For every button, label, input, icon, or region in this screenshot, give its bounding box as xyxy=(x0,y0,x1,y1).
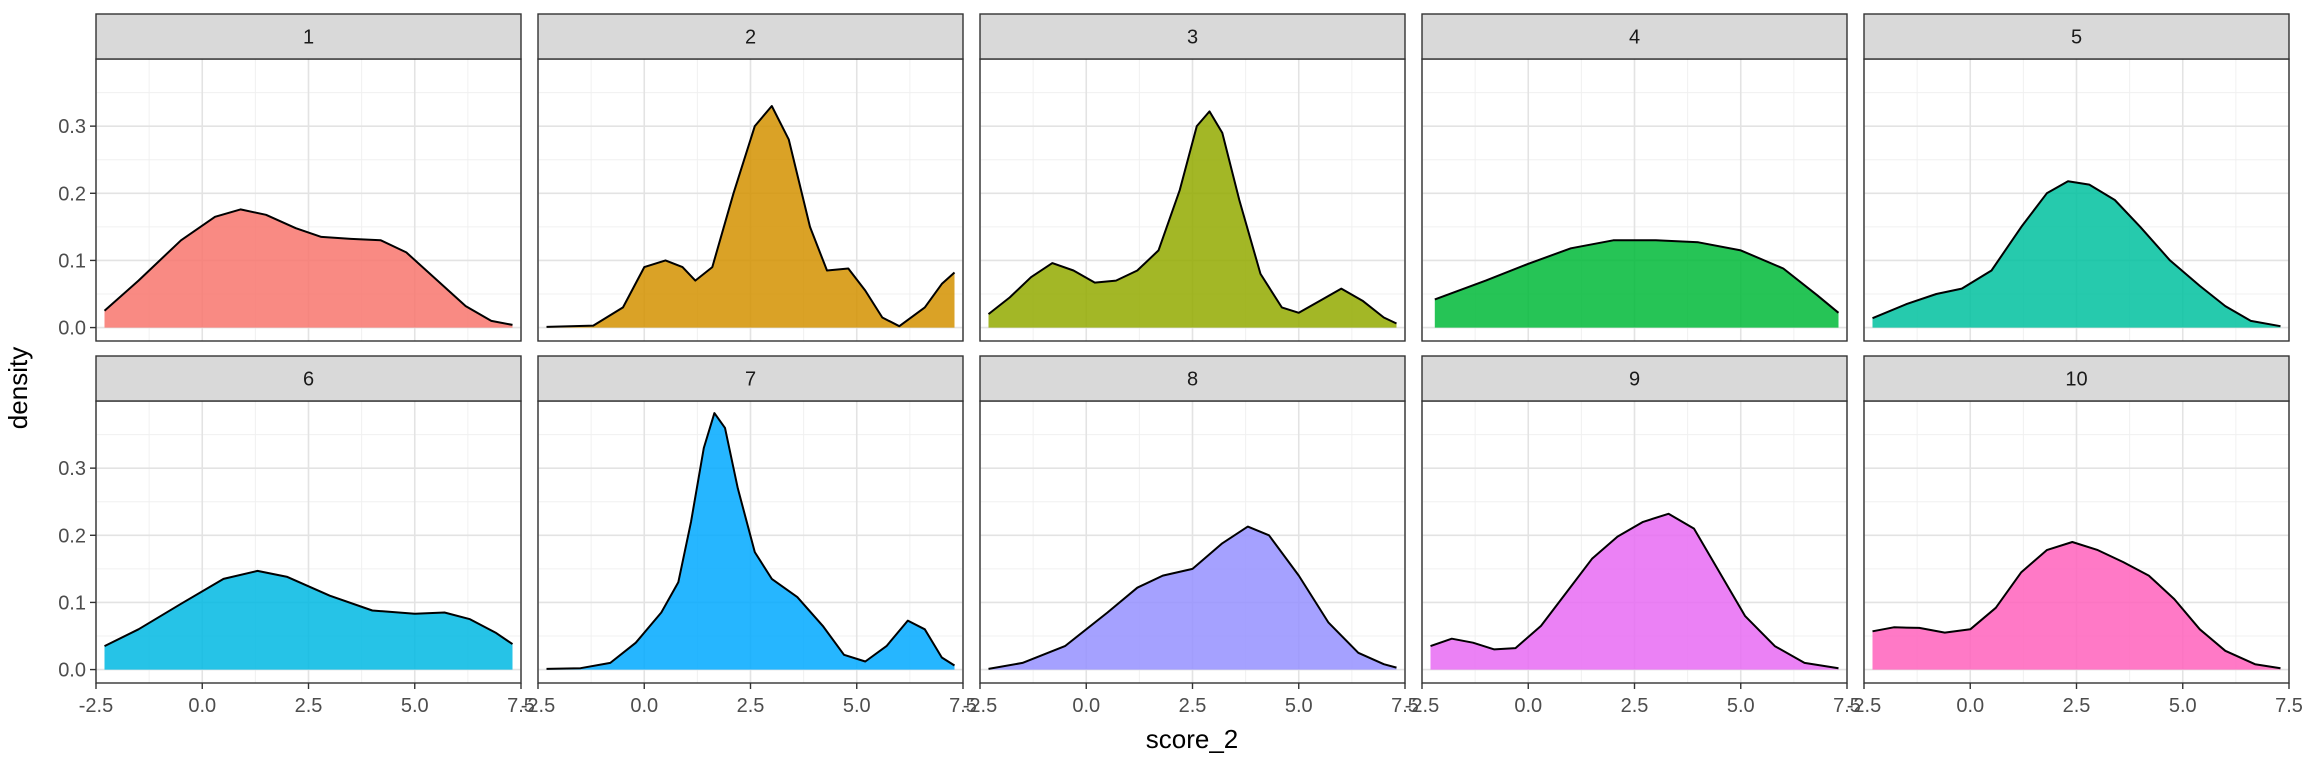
y-tick-label: 0.3 xyxy=(58,458,86,480)
x-tick-label: 7.5 xyxy=(1391,695,1419,717)
facet-strip-label: 3 xyxy=(1187,27,1198,49)
facet-panel-8: 8 -2.5 0.0 2.5 5.0 7.5 xyxy=(963,355,1419,717)
x-tick-label: 5.0 xyxy=(1285,695,1313,717)
density-area-5 xyxy=(1872,181,2281,328)
x-tick-label: -2.5 xyxy=(1847,695,1881,717)
x-tick-label: -2.5 xyxy=(521,695,555,717)
y-tick-label: 0.3 xyxy=(58,116,86,138)
facet-strip xyxy=(1421,13,1848,60)
facet-strip xyxy=(537,13,964,60)
y-tick-label: 0.0 xyxy=(58,318,86,340)
x-tick-label: 0.0 xyxy=(630,695,658,717)
x-tick-label: 7.5 xyxy=(507,695,535,717)
facet-strip xyxy=(537,355,964,402)
facet-strip-label: 10 xyxy=(2065,369,2087,391)
facet-strip-label: 9 xyxy=(1629,369,1640,391)
x-tick-label: 0.0 xyxy=(1514,695,1542,717)
x-tick-label: -2.5 xyxy=(1405,695,1439,717)
facet-strip-label: 1 xyxy=(303,27,314,49)
x-tick-label: 7.5 xyxy=(949,695,977,717)
y-tick-label: 0.2 xyxy=(58,183,86,205)
density-line-3 xyxy=(987,110,1397,325)
x-tick-label: -2.5 xyxy=(79,695,113,717)
density-area-8 xyxy=(988,526,1397,670)
y-tick-label: 0.1 xyxy=(58,250,86,272)
facet-panel-7: 7 -2.5 0.0 2.5 5.0 7.5 xyxy=(521,355,977,717)
facet-panel-4: 4 xyxy=(1421,13,1848,342)
facet-strip xyxy=(1863,13,2290,60)
facet-panel-1: 1 0.0 0.1 0.2 0.3 xyxy=(58,13,522,342)
facet-strip-label: 4 xyxy=(1629,27,1640,49)
density-line-6 xyxy=(104,569,514,647)
x-tick-label: 2.5 xyxy=(295,695,323,717)
y-tick-label: 0.0 xyxy=(58,660,86,682)
density-line-1 xyxy=(103,208,513,326)
x-tick-label: 2.5 xyxy=(1179,695,1207,717)
facet-panel-3: 3 xyxy=(979,13,1406,342)
density-line-10 xyxy=(1872,541,2281,670)
facet-panel-6: 6 0.0 0.1 0.2 0.3 -2.5 0.0 2.5 5.0 7.5 xyxy=(58,355,535,717)
facet-panel-5: 5 xyxy=(1863,13,2290,342)
x-tick-label: 0.0 xyxy=(188,695,216,717)
facet-strip xyxy=(1421,355,1848,402)
x-tick-label: 5.0 xyxy=(843,695,871,717)
facet-strip-label: 2 xyxy=(745,27,756,49)
density-line-4 xyxy=(1434,239,1840,314)
facet-strip-label: 6 xyxy=(303,369,314,391)
density-area-10 xyxy=(1872,542,2281,670)
facet-strip-label: 5 xyxy=(2071,27,2082,49)
density-line-9 xyxy=(1430,512,1839,670)
facet-panel-9: 9 -2.5 0.0 2.5 5.0 7.5 xyxy=(1405,355,1861,717)
density-line-7 xyxy=(546,412,956,670)
x-tick-label: 7.5 xyxy=(1833,695,1861,717)
facet-panel-2: 2 xyxy=(537,13,964,342)
density-line-5 xyxy=(1872,180,2281,328)
x-tick-label: -2.5 xyxy=(963,695,997,717)
x-tick-label: 2.5 xyxy=(1621,695,1649,717)
x-tick-label: 5.0 xyxy=(2169,695,2197,717)
density-area-1 xyxy=(104,209,513,328)
facet-strip xyxy=(1863,355,2290,402)
y-tick-label: 0.1 xyxy=(58,592,86,614)
facet-strip-label: 7 xyxy=(745,369,756,391)
x-axis-title: score_2 xyxy=(1146,724,1239,754)
facet-strip xyxy=(979,355,1406,402)
x-tick-label: 0.0 xyxy=(1072,695,1100,717)
facet-panel-10: 10 -2.5 0.0 2.5 5.0 7.5 xyxy=(1847,355,2303,717)
x-tick-label: 2.5 xyxy=(737,695,765,717)
density-line-2 xyxy=(546,105,956,328)
facet-strip xyxy=(95,13,522,60)
facet-strip xyxy=(979,13,1406,60)
density-area-6 xyxy=(104,570,513,670)
facet-strip xyxy=(95,355,522,402)
x-tick-label: 2.5 xyxy=(2063,695,2091,717)
density-line-8 xyxy=(988,525,1397,670)
x-tick-label: 7.5 xyxy=(2275,695,2303,717)
density-area-3 xyxy=(988,111,1397,328)
density-area-9 xyxy=(1430,513,1839,670)
density-area-7 xyxy=(546,413,955,670)
x-tick-label: 5.0 xyxy=(1727,695,1755,717)
y-tick-label: 0.2 xyxy=(58,525,86,547)
y-axis-title: density xyxy=(3,347,33,429)
facet-strip-label: 8 xyxy=(1187,369,1198,391)
x-tick-label: 5.0 xyxy=(401,695,429,717)
density-area-2 xyxy=(546,106,955,328)
x-tick-label: 0.0 xyxy=(1956,695,1984,717)
